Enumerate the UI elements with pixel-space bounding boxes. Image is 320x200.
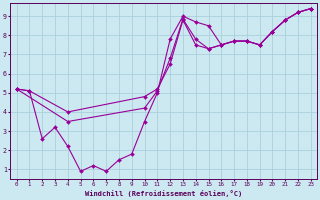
X-axis label: Windchill (Refroidissement éolien,°C): Windchill (Refroidissement éolien,°C) bbox=[85, 190, 242, 197]
